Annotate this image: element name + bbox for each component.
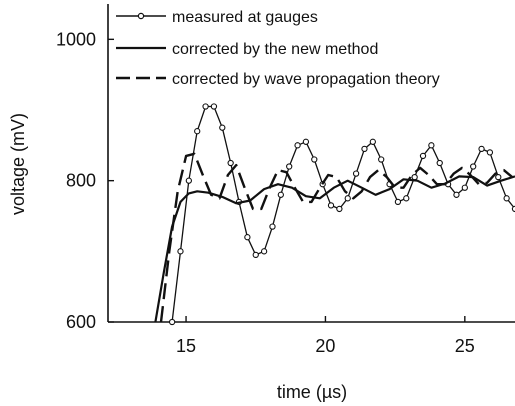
y-tick-label: 800 <box>66 171 96 191</box>
data-point-measured <box>436 159 443 167</box>
data-point-measured <box>194 128 201 135</box>
data-point-measured <box>227 159 234 167</box>
data-point-measured <box>177 248 184 255</box>
data-point-measured <box>219 124 226 131</box>
data-point-measured <box>361 145 368 153</box>
data-point-measured <box>511 205 515 213</box>
legend: measured at gauges corrected by the new … <box>116 9 440 88</box>
data-point-measured <box>344 195 351 202</box>
data-point-measured <box>503 195 510 202</box>
data-point-measured <box>244 234 251 241</box>
data-point-measured <box>336 205 343 213</box>
legend-label-new-method: corrected by the new method <box>172 41 378 58</box>
data-point-measured <box>294 142 301 149</box>
data-point-measured <box>419 152 427 160</box>
data-point-measured <box>269 223 276 230</box>
data-point-measured <box>394 198 402 206</box>
data-point-measured <box>495 173 502 181</box>
x-axis-label: time (µs) <box>277 382 347 402</box>
data-point-measured <box>369 138 376 145</box>
tick-marks <box>108 38 466 323</box>
data-point-measured <box>470 163 477 170</box>
data-point-measured <box>411 173 418 181</box>
data-point-measured <box>478 145 485 153</box>
data-point-measured <box>302 138 310 145</box>
data-point-measured <box>352 170 360 177</box>
data-point-measured <box>260 248 268 255</box>
data-point-measured <box>486 149 494 156</box>
plot-area <box>154 103 515 326</box>
x-tick-label: 15 <box>176 336 196 356</box>
data-point-measured <box>378 156 385 163</box>
data-point-measured <box>168 318 176 326</box>
legend-marker-measured <box>137 12 145 20</box>
data-point-measured <box>210 103 218 110</box>
series-measured-line <box>171 105 515 323</box>
data-point-measured <box>311 156 318 163</box>
series-new-method-line <box>154 175 515 323</box>
y-tick-label: 1000 <box>56 29 96 49</box>
data-point-measured <box>252 251 259 259</box>
series-wave-theory-line <box>159 152 513 323</box>
data-point-measured <box>428 142 435 149</box>
data-point-measured <box>277 191 284 198</box>
data-point-measured <box>461 184 468 191</box>
data-point-measured <box>202 103 209 110</box>
x-tick-label: 25 <box>455 336 475 356</box>
x-tick-label: 20 <box>315 336 335 356</box>
y-axis-label: voltage (mV) <box>8 113 28 215</box>
y-tick-label: 600 <box>66 312 96 332</box>
data-point-measured <box>403 195 410 202</box>
data-point-measured <box>327 202 335 209</box>
data-point-measured <box>453 191 460 198</box>
legend-label-measured: measured at gauges <box>172 9 318 26</box>
legend-label-wave-theory: corrected by wave propagation theory <box>172 71 440 88</box>
data-point-measured <box>185 177 192 184</box>
data-point-measured <box>286 163 293 170</box>
